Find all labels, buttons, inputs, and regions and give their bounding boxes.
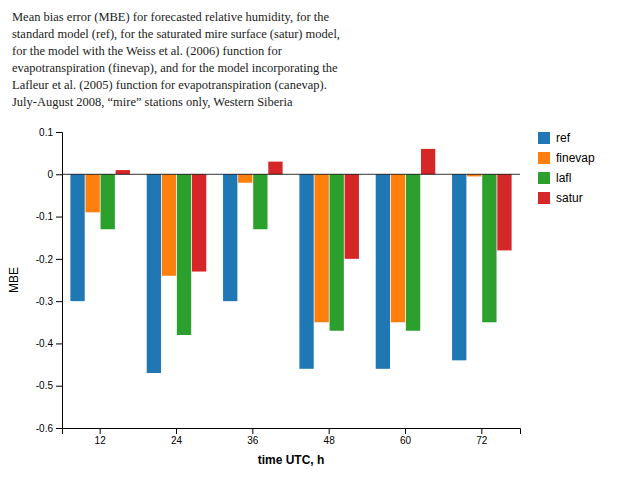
bar (223, 174, 237, 301)
x-tick: 48 (324, 428, 336, 446)
bar-series (116, 149, 512, 272)
legend-item: satur (538, 191, 583, 205)
chart: Mean bias error (MBE) for forecasted rel… (0, 0, 640, 480)
bar (147, 174, 161, 373)
legend-label: satur (556, 191, 583, 205)
x-axis-line (63, 429, 521, 435)
x-tick-mark (176, 428, 177, 434)
y-tick-label: -0.5 (36, 380, 54, 391)
bar (406, 174, 420, 330)
y-tick-mark (56, 386, 62, 387)
title: Mean bias error (MBE) for forecasted rel… (12, 10, 340, 109)
bar (70, 174, 84, 301)
bar (345, 174, 359, 259)
legend-label: ref (556, 131, 571, 145)
bar (192, 174, 206, 271)
bar (85, 174, 99, 212)
legend-label: finevap (556, 151, 595, 165)
y-axis: -0.6 -0.5 -0.4 -0.3 -0.2 -0.1 0 0.1 (36, 127, 63, 434)
y-tick-label: 0.1 (39, 127, 53, 138)
y-tick: -0.6 (36, 423, 62, 434)
title-line: for the model with the Weiss et al. (200… (12, 44, 283, 58)
y-tick: -0.3 (36, 296, 62, 307)
x-tick-label: 60 (400, 435, 412, 446)
x-tick-mark (329, 428, 330, 434)
x-tick-mark (252, 428, 253, 434)
y-axis-line (56, 133, 63, 429)
y-tick-label: -0.1 (36, 211, 54, 222)
x-tick: 24 (171, 428, 183, 446)
bars (70, 149, 511, 373)
zero-line (62, 174, 520, 175)
bar (330, 174, 344, 330)
y-tick-mark (56, 343, 62, 344)
y-tick: -0.4 (36, 338, 62, 349)
x-tick: 60 (400, 428, 412, 446)
bar (238, 174, 252, 182)
legend-item: ref (538, 131, 571, 145)
y-tick: -0.2 (36, 254, 62, 265)
bar (452, 174, 466, 360)
bar (314, 174, 328, 322)
title-line: standard model (ref), for the saturated … (12, 27, 340, 41)
bar-series (70, 174, 466, 373)
y-tick: 0 (47, 169, 62, 180)
legend-item: lafl (538, 171, 571, 185)
y-tick-label: -0.4 (36, 338, 54, 349)
bar (253, 174, 267, 229)
bar (116, 170, 130, 174)
x-tick: 36 (247, 428, 259, 446)
title-line: Lafleur et al. (2005) function for evapo… (12, 78, 327, 92)
legend-item: finevap (538, 151, 595, 165)
x-tick-label: 24 (171, 435, 183, 446)
bar (162, 174, 176, 275)
y-tick-mark (56, 428, 62, 429)
y-tick-label: -0.6 (36, 423, 54, 434)
bar (376, 174, 390, 369)
x-tick-label: 72 (476, 435, 488, 446)
x-tick-mark (100, 428, 101, 434)
legend-swatch (538, 132, 550, 144)
y-tick-label: -0.3 (36, 296, 54, 307)
y-tick-mark (56, 217, 62, 218)
x-tick-label: 36 (247, 435, 259, 446)
bar-series (85, 174, 481, 322)
bar (497, 174, 511, 250)
y-tick: -0.5 (36, 380, 62, 391)
x-tick-mark (481, 428, 482, 434)
y-tick-mark (56, 301, 62, 302)
title-line: July-August 2008, “mire” stations only, … (12, 95, 293, 109)
x-tick-mark (405, 428, 406, 434)
bar (482, 174, 496, 322)
y-tick-mark (56, 259, 62, 260)
title-line: evapotranspiration (finevap), and for th… (12, 61, 338, 75)
bar (299, 174, 313, 369)
legend-swatch (538, 192, 550, 204)
legend-swatch (538, 172, 550, 184)
y-tick-label: 0 (47, 169, 53, 180)
x-tick: 72 (476, 428, 488, 446)
x-tick: 12 (95, 428, 107, 446)
bar (421, 149, 435, 174)
x-axis-title: time UTC, h (258, 453, 325, 467)
y-tick-mark (56, 174, 62, 175)
x-tick-label: 12 (95, 435, 107, 446)
y-axis-title: MBE (7, 267, 21, 293)
bar (391, 174, 405, 322)
legend: ref finevap lafl satur (538, 131, 595, 205)
bar (268, 162, 282, 175)
bar (177, 174, 191, 335)
x-tick-label: 48 (324, 435, 336, 446)
bar-series (101, 174, 497, 335)
title-line: Mean bias error (MBE) for forecasted rel… (12, 10, 330, 24)
y-tick: -0.1 (36, 211, 62, 222)
y-tick: 0.1 (39, 127, 62, 138)
legend-label: lafl (556, 171, 571, 185)
legend-swatch (538, 152, 550, 164)
x-axis: 12 24 36 48 60 72 (63, 428, 521, 446)
y-tick-mark (56, 132, 62, 133)
y-tick-label: -0.2 (36, 254, 54, 265)
bar (101, 174, 115, 229)
